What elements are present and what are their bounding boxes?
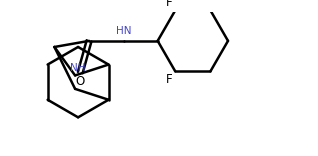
Text: HN: HN xyxy=(116,26,131,36)
Text: F: F xyxy=(166,73,172,86)
Text: NH: NH xyxy=(70,63,86,73)
Text: F: F xyxy=(166,0,172,9)
Text: O: O xyxy=(76,75,85,88)
